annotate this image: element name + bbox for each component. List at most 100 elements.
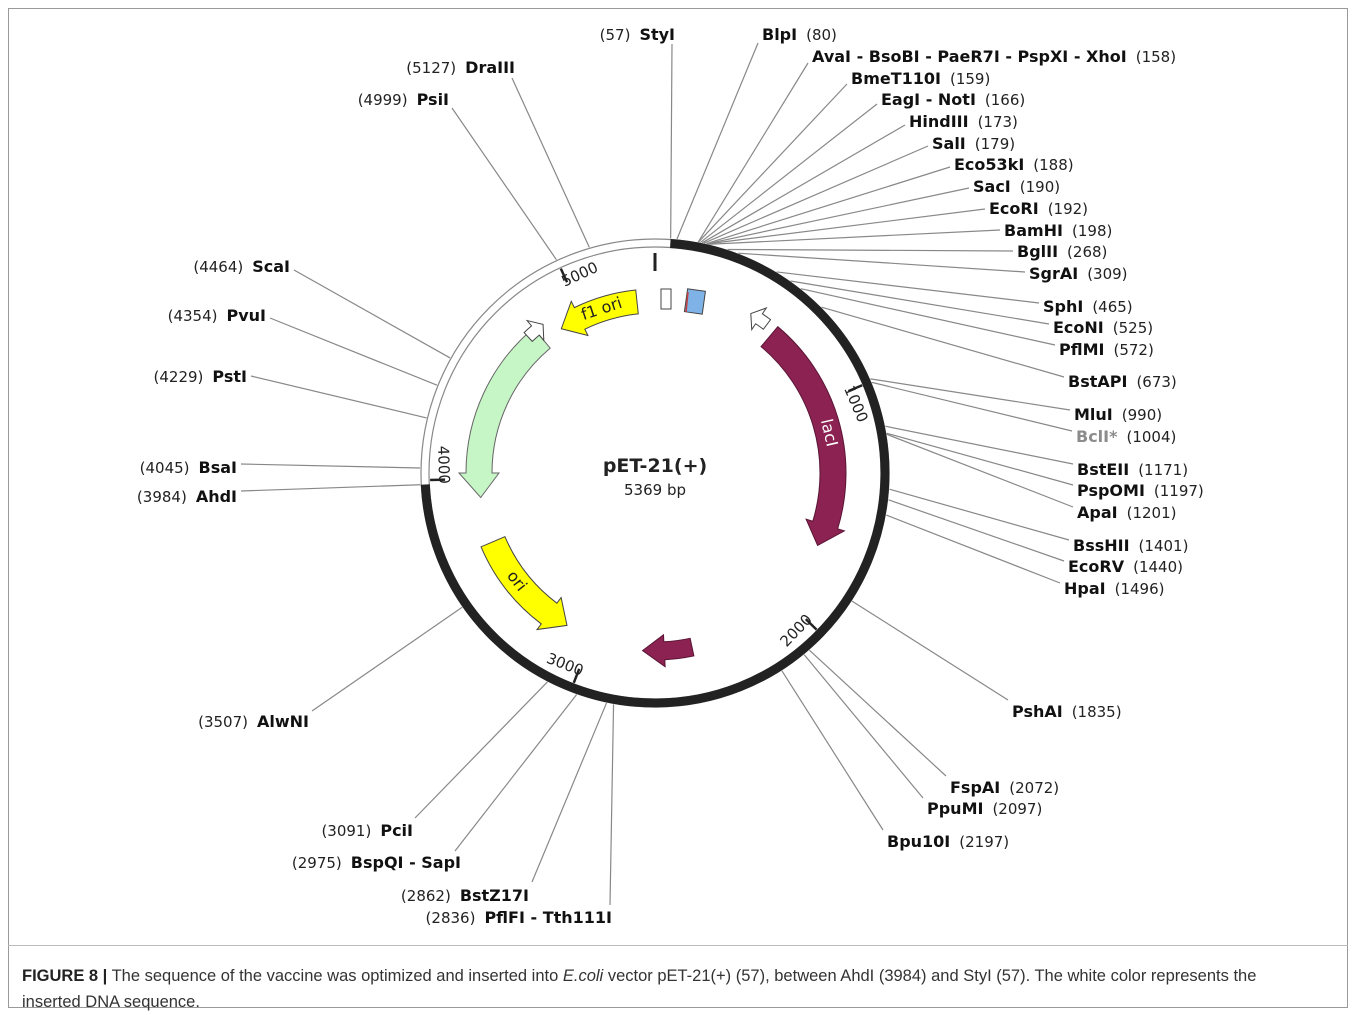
site-label: (4464) ScaI	[193, 257, 290, 276]
site-label: PshAI (1835)	[1012, 702, 1122, 721]
site-leader	[885, 514, 1061, 584]
site-position: (4045)	[140, 459, 190, 477]
site-label: (2836) PflFI - Tth111I	[426, 908, 612, 927]
site-name: MluI	[1074, 405, 1113, 424]
site-position: (188)	[1033, 156, 1073, 174]
site-leader	[803, 654, 924, 799]
site-leader	[707, 208, 986, 245]
site-leader	[311, 606, 463, 712]
site-name: BstAPI	[1068, 372, 1127, 391]
site-name: PflMI	[1059, 340, 1104, 359]
ring-tick	[559, 268, 569, 283]
site-name: PstI	[212, 367, 247, 386]
site-label: FspAI (2072)	[950, 778, 1059, 797]
site-position: (2072)	[1009, 779, 1059, 797]
white-arrow	[750, 307, 772, 332]
site-leader	[240, 463, 421, 469]
site-label: HpaI (1496)	[1064, 579, 1164, 598]
site-position: (4354)	[168, 307, 218, 325]
site-label: PflMI (572)	[1059, 340, 1154, 359]
site-leader	[885, 425, 1074, 465]
site-leader	[808, 649, 947, 777]
site-name: HpaI	[1064, 579, 1106, 598]
site-leader	[871, 381, 1073, 432]
site-label: (4999) PsiI	[358, 90, 449, 109]
site-name: BspQI - SapI	[351, 853, 461, 872]
site-position: (525)	[1113, 319, 1153, 337]
site-name: BmeT110I	[851, 69, 941, 88]
white-arrow	[523, 319, 545, 343]
site-name: EcoNI	[1053, 318, 1104, 337]
site-position: (1197)	[1154, 482, 1204, 500]
site-position: (1171)	[1138, 461, 1188, 479]
site-position: (179)	[975, 135, 1015, 153]
site-name: BsaI	[199, 458, 237, 477]
site-name: PsiI	[417, 90, 449, 109]
site-position: (173)	[978, 113, 1018, 131]
site-position: (2197)	[959, 833, 1009, 851]
site-label: ApaI (1201)	[1077, 503, 1176, 522]
f1-ori-arrow	[560, 289, 639, 337]
ring-tick	[847, 384, 863, 393]
site-name: SgrAI	[1029, 264, 1078, 283]
site-position: (2097)	[992, 800, 1042, 818]
site-label: SphI (465)	[1043, 297, 1133, 316]
site-label: EcoNI (525)	[1053, 318, 1153, 337]
site-label: SgrAI (309)	[1029, 264, 1128, 283]
site-leader	[293, 269, 451, 359]
site-name: EcoRI	[989, 199, 1039, 218]
ori-arrow	[480, 536, 568, 631]
site-label: PpuMI (2097)	[927, 799, 1042, 818]
site-position: (80)	[806, 26, 837, 44]
site-position: (3091)	[321, 822, 371, 840]
site-name: BssHII	[1073, 536, 1130, 555]
site-label: BstEII (1171)	[1077, 460, 1188, 479]
site-label: BssHII (1401)	[1073, 536, 1188, 555]
site-leader	[886, 433, 1074, 508]
site-label: BglII (268)	[1017, 242, 1107, 261]
lacI-arrow	[760, 325, 847, 547]
site-name: AlwNI	[257, 712, 309, 731]
site-leader	[511, 77, 590, 248]
site-label: (3984) AhdI	[137, 487, 237, 506]
site-leader	[888, 499, 1065, 562]
site-name: ApaI	[1077, 503, 1118, 522]
site-position: (190)	[1020, 178, 1060, 196]
site-name: ScaI	[252, 257, 290, 276]
caption-separator	[8, 945, 1348, 946]
site-position: (159)	[950, 70, 990, 88]
promoter-box	[660, 288, 672, 310]
site-label: (4354) PvuI	[168, 306, 266, 325]
plasmid-name: pET-21(+)	[603, 455, 707, 477]
small-maroon-arrow	[641, 633, 695, 668]
site-leader	[708, 229, 1001, 245]
site-position: (1201)	[1127, 504, 1177, 522]
site-name: PflFI - Tth111I	[484, 908, 612, 927]
site-label: MluI (990)	[1074, 405, 1162, 424]
site-name: BlpI	[762, 25, 797, 44]
site-label: BclI* (1004)	[1076, 427, 1176, 446]
site-position: (2975)	[292, 854, 342, 872]
site-position: (5127)	[406, 59, 456, 77]
site-label: AvaI - BsoBI - PaeR7I - PspXI - XhoI (158…	[812, 47, 1176, 66]
site-label: (3091) PciI	[321, 821, 413, 840]
site-label: EcoRV (1440)	[1068, 557, 1183, 576]
site-name: EagI - NotI	[881, 90, 976, 109]
site-position: (158)	[1136, 48, 1176, 66]
site-name: EcoRV	[1068, 557, 1125, 576]
site-position: (268)	[1067, 243, 1107, 261]
ring-tick	[572, 668, 581, 684]
site-position: (309)	[1087, 265, 1127, 283]
site-label: SacI (190)	[973, 177, 1060, 196]
site-leader	[250, 375, 427, 419]
site-name: SacI	[973, 177, 1011, 196]
site-position: (166)	[985, 91, 1025, 109]
site-leader	[886, 432, 1074, 486]
site-position: (4464)	[193, 258, 243, 276]
site-label: (5127) DraIII	[406, 58, 515, 77]
site-leader	[609, 704, 615, 906]
site-leader	[269, 317, 438, 386]
site-label: Eco53kI (188)	[954, 155, 1074, 174]
site-leader	[790, 280, 1050, 325]
site-leader	[706, 166, 951, 245]
